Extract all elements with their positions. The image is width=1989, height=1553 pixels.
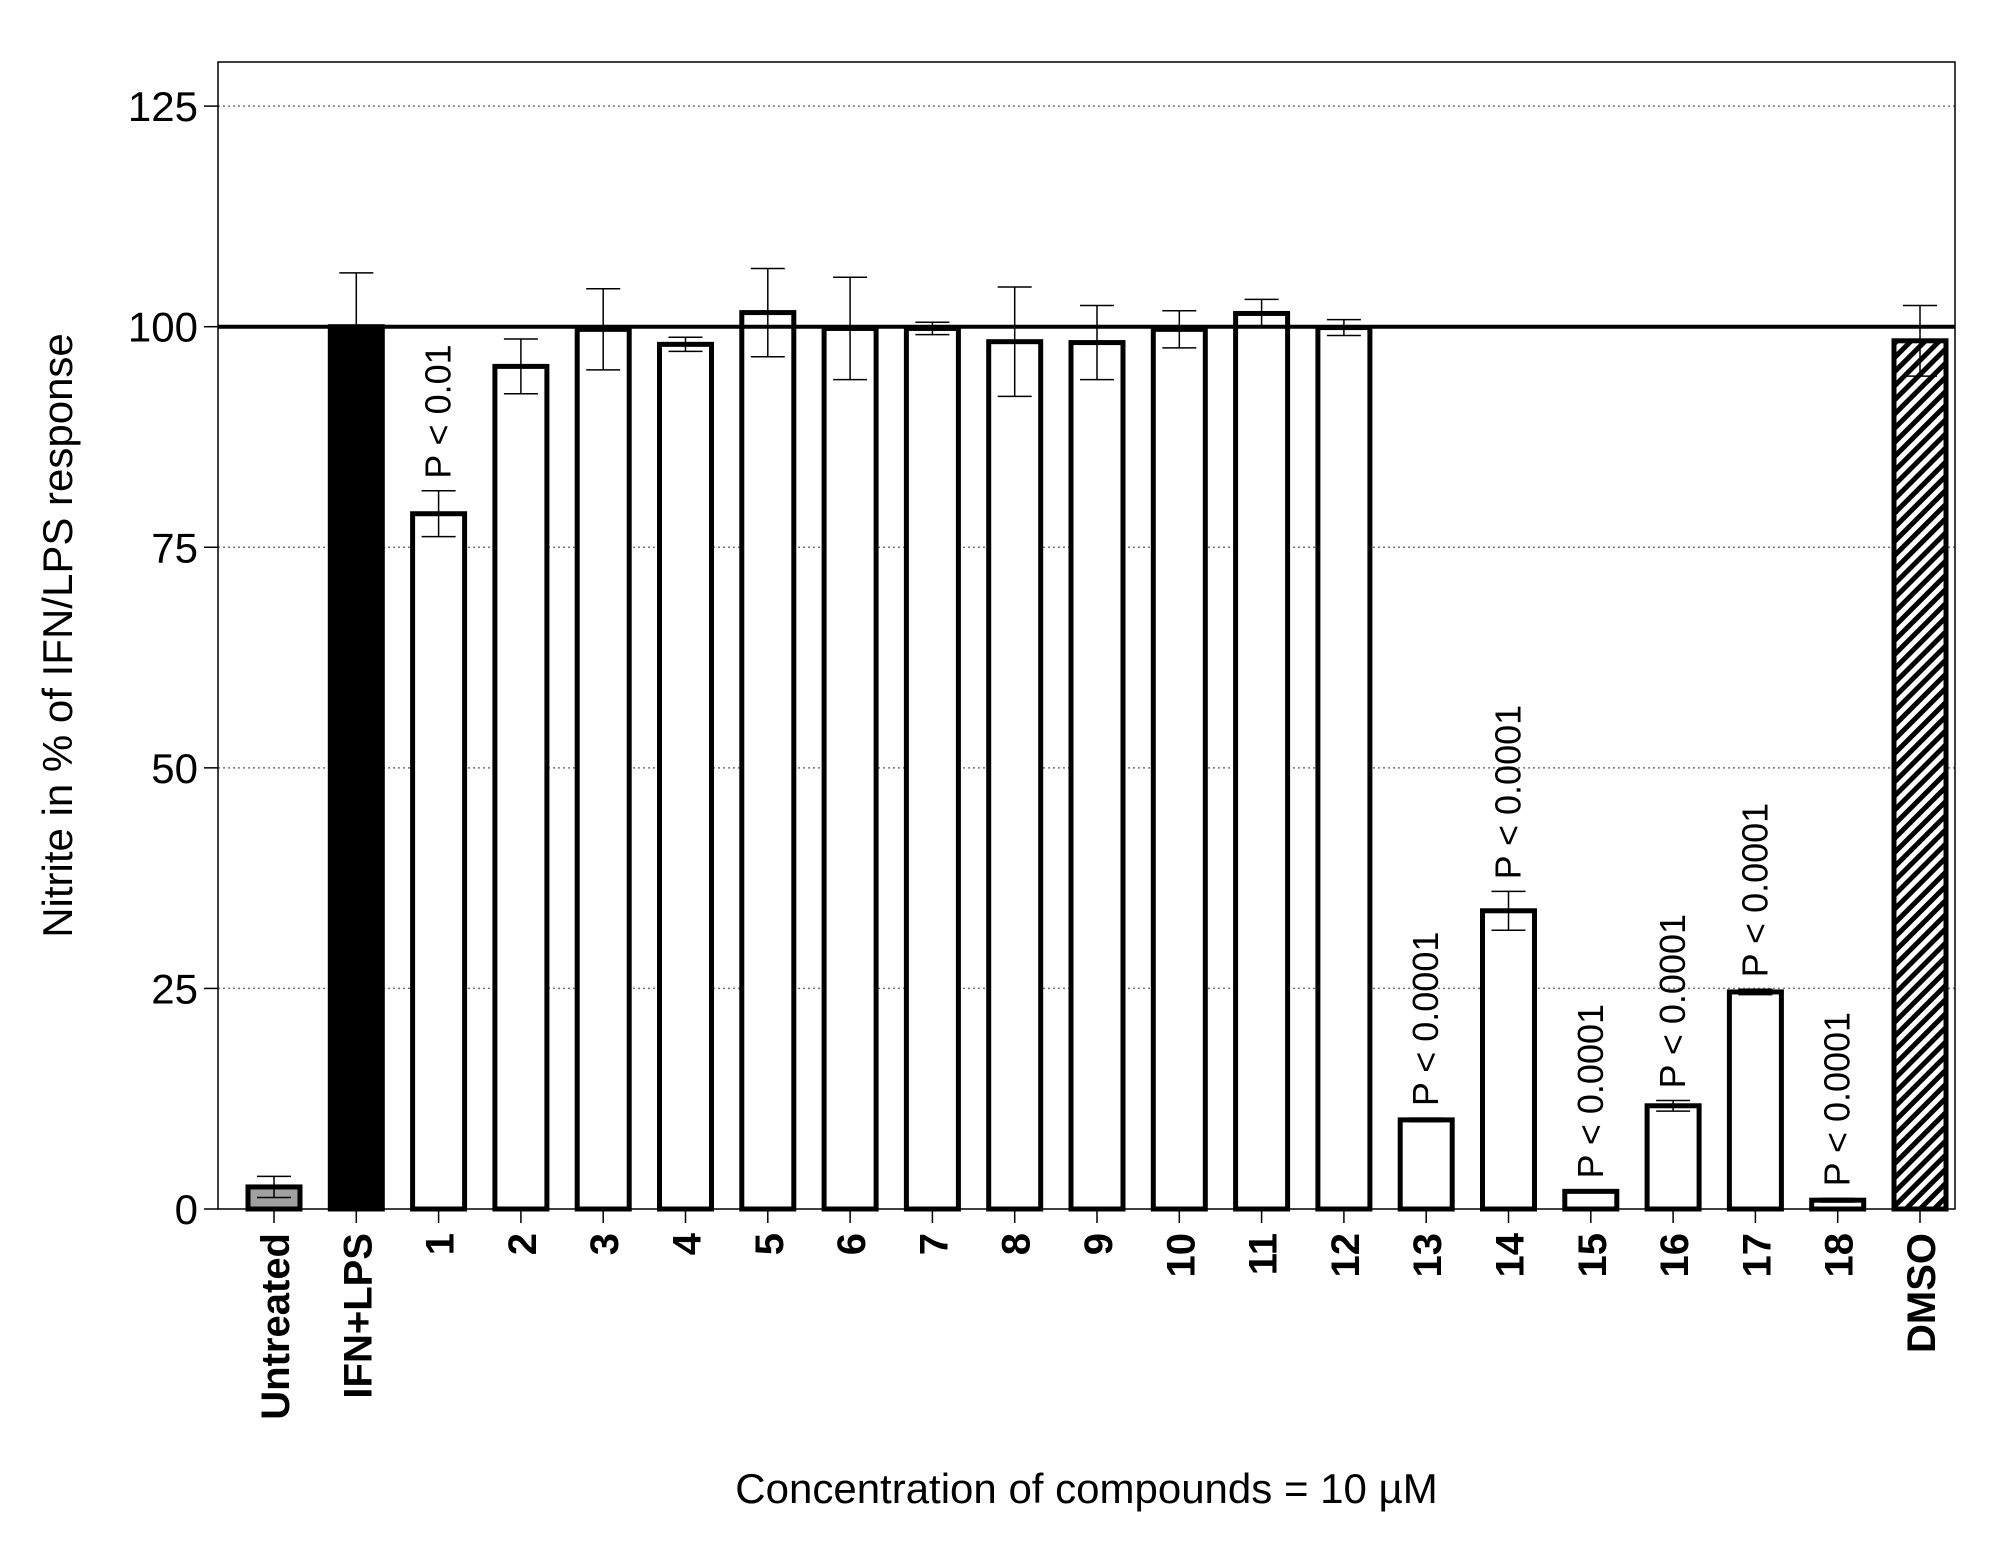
error-bar-5 xyxy=(750,267,785,358)
x-tick-label-10: 10 xyxy=(1159,1233,1203,1278)
p-value-label-16: P < 0.0001 xyxy=(1652,914,1693,1089)
bar-1 xyxy=(410,511,468,1212)
bar-4 xyxy=(657,341,714,1212)
y-tick-label-75: 75 xyxy=(151,524,198,571)
x-tick-label-8: 8 xyxy=(995,1233,1039,1255)
x-tick-label-12: 12 xyxy=(1324,1233,1368,1278)
bar-16 xyxy=(1644,1103,1702,1212)
bar-5 xyxy=(739,310,797,1212)
y-tick-label-100: 100 xyxy=(128,304,198,351)
x-tick-label-7: 7 xyxy=(912,1233,956,1255)
error-bar-dmso xyxy=(1903,304,1937,377)
bar-8 xyxy=(986,339,1044,1212)
error-bar-3 xyxy=(586,288,621,371)
p-value-label-14: P < 0.0001 xyxy=(1488,705,1529,880)
y-axis-title: Nitrite in % of IFN/LPS response xyxy=(34,333,81,938)
x-tick-label-11: 11 xyxy=(1242,1233,1286,1275)
bar-10 xyxy=(1150,326,1208,1212)
bar-9 xyxy=(1068,340,1126,1212)
bar-17 xyxy=(1726,989,1784,1212)
x-tick-label-18: 18 xyxy=(1818,1233,1862,1278)
error-bars xyxy=(257,267,1937,1203)
y-tick-label-125: 125 xyxy=(128,83,198,130)
bar-12 xyxy=(1315,325,1373,1212)
x-tick-label-6: 6 xyxy=(830,1233,874,1255)
p-value-label-17: P < 0.0001 xyxy=(1734,803,1775,978)
error-bar-8 xyxy=(997,286,1032,398)
error-bar-2 xyxy=(503,338,538,395)
bar-7 xyxy=(903,325,961,1212)
error-bar-4 xyxy=(668,336,703,353)
x-tick-label-13: 13 xyxy=(1406,1233,1450,1278)
x-tick-label-2: 2 xyxy=(501,1233,545,1255)
x-tick-label-16: 16 xyxy=(1653,1233,1697,1278)
bar-3 xyxy=(574,326,632,1212)
bar-11 xyxy=(1233,310,1291,1212)
bar-14 xyxy=(1480,908,1537,1212)
error-bar-13 xyxy=(1409,1117,1444,1123)
bar-15 xyxy=(1562,1188,1620,1212)
bar-ifn-lps xyxy=(327,324,385,1212)
x-tick-label-dmso: DMSO xyxy=(1900,1233,1944,1353)
error-bar-17 xyxy=(1738,988,1773,996)
p-value-label-15: P < 0.0001 xyxy=(1570,1004,1611,1179)
p-value-label-1: P < 0.01 xyxy=(418,344,459,478)
p-value-label-13: P < 0.0001 xyxy=(1405,932,1446,1107)
x-tick-label-15: 15 xyxy=(1571,1233,1615,1278)
x-axis-title: Concentration of compounds = 10 µM xyxy=(735,1465,1437,1512)
bars xyxy=(245,310,1949,1212)
bar-2 xyxy=(492,363,550,1212)
axes xyxy=(204,61,1956,1223)
error-bar-15 xyxy=(1573,1189,1608,1193)
plot-frame xyxy=(217,61,1956,1210)
bar-13 xyxy=(1397,1117,1455,1212)
y-tick-label-25: 25 xyxy=(151,965,198,1012)
x-tick-label-5: 5 xyxy=(748,1233,792,1255)
x-tick-label-untreated: Untreated xyxy=(254,1233,298,1420)
bar-dmso xyxy=(1891,338,1949,1212)
error-bar-untreated xyxy=(257,1175,291,1199)
x-tick-label-ifn-lps: IFN+LPS xyxy=(336,1233,380,1399)
y-tick-label-50: 50 xyxy=(151,745,198,792)
error-bar-10 xyxy=(1162,310,1197,349)
error-bar-14 xyxy=(1491,890,1526,931)
x-tick-label-14: 14 xyxy=(1489,1232,1533,1277)
x-tick-label-4: 4 xyxy=(666,1232,710,1255)
x-tick-label-1: 1 xyxy=(419,1233,463,1255)
error-bar-18 xyxy=(1820,1197,1855,1203)
error-bar-9 xyxy=(1080,304,1114,381)
x-tick-label-3: 3 xyxy=(583,1233,627,1255)
error-bar-1 xyxy=(421,490,456,538)
x-tick-label-9: 9 xyxy=(1077,1233,1121,1255)
x-tick-label-17: 17 xyxy=(1735,1233,1779,1278)
p-value-label-18: P < 0.0001 xyxy=(1817,1012,1858,1187)
bar-6 xyxy=(821,325,879,1212)
error-bar-16 xyxy=(1656,1099,1691,1112)
y-tick-label-0: 0 xyxy=(175,1186,198,1233)
